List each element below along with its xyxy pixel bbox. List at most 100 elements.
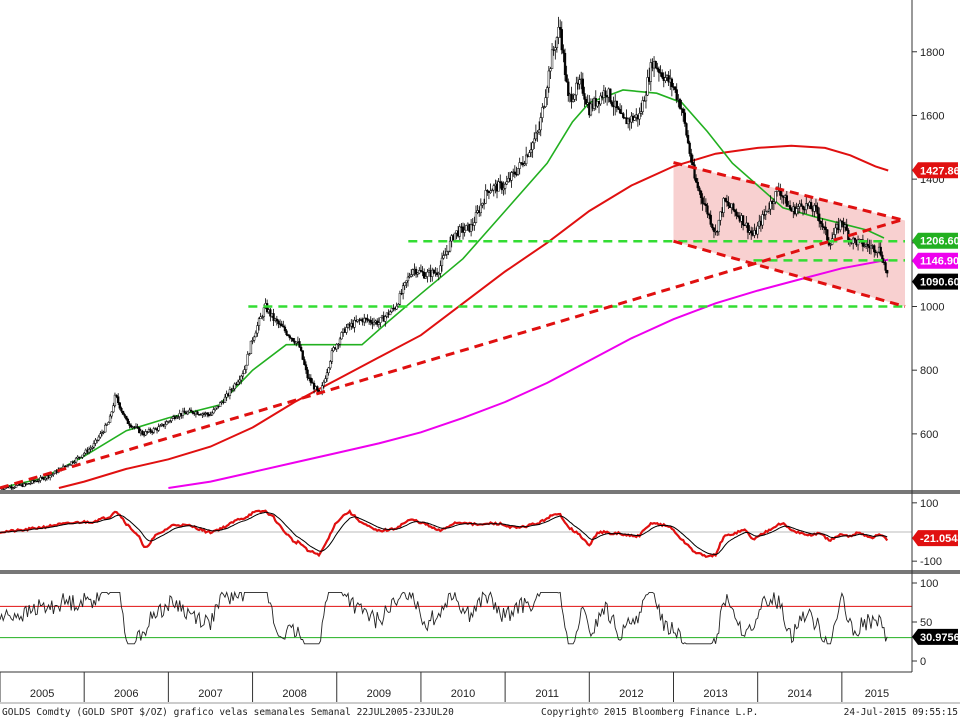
price-candle — [66, 465, 70, 467]
price-candle — [149, 429, 152, 433]
price-candle — [87, 449, 91, 453]
price-candle — [316, 386, 319, 391]
x-tick-label: 2006 — [114, 688, 138, 700]
price-candle — [23, 483, 26, 487]
price-candle — [282, 325, 285, 328]
price-candle — [165, 421, 168, 425]
price-candle — [699, 190, 703, 198]
price-candle — [418, 270, 421, 274]
price-candle — [152, 428, 155, 433]
price-candle — [256, 325, 259, 334]
price-candle — [473, 222, 476, 226]
price-candle — [189, 409, 193, 412]
price-candle — [228, 389, 232, 396]
price-candle — [219, 402, 222, 407]
price-candle — [829, 244, 832, 246]
price-candle — [49, 475, 52, 479]
price-candle — [390, 307, 393, 313]
price-candle — [214, 407, 217, 410]
price-candle — [533, 138, 536, 144]
price-candle — [176, 416, 180, 418]
price-candle — [241, 373, 244, 377]
price-candle — [764, 211, 767, 215]
price-candle — [414, 268, 418, 275]
channel-fill-group — [673, 162, 905, 307]
price-candle — [763, 214, 766, 216]
price-candle — [442, 255, 445, 259]
y-tick-label: 1000 — [920, 302, 944, 314]
price-candle — [573, 94, 576, 100]
price-candle — [431, 269, 434, 277]
y-tick-label: 1800 — [920, 47, 944, 59]
price-candle — [571, 99, 575, 102]
price-candle — [29, 482, 32, 485]
price-candle — [401, 285, 405, 294]
price-candle — [191, 410, 194, 414]
price-candle — [419, 270, 423, 272]
price-candle — [13, 486, 16, 489]
price-candle — [251, 339, 254, 342]
price-candle — [112, 405, 115, 413]
price-candle — [688, 142, 691, 154]
price-candle — [834, 227, 837, 235]
price-candle — [283, 326, 287, 332]
price-candle — [800, 203, 803, 207]
price-candle — [675, 89, 678, 101]
price-candle — [183, 410, 186, 414]
price-candle — [272, 313, 275, 321]
price-candle — [128, 423, 131, 426]
price-candle — [505, 181, 508, 185]
price-candle — [884, 262, 887, 271]
price-candle — [15, 485, 18, 488]
price-candle — [673, 86, 677, 90]
price-candle — [400, 293, 403, 295]
price-candle — [244, 364, 248, 370]
price-candle — [94, 439, 97, 444]
price-candle — [440, 257, 444, 267]
price-candle — [813, 205, 816, 212]
value-tag: 1427.86 — [920, 165, 960, 177]
price-candle — [482, 202, 486, 205]
price-candle — [243, 369, 246, 374]
price-candle — [379, 317, 382, 323]
price-candle — [516, 168, 520, 175]
price-candle — [138, 427, 141, 434]
price-candle — [301, 350, 304, 360]
price-candle — [528, 152, 531, 157]
price-candle — [861, 239, 865, 247]
price-candle — [554, 47, 557, 51]
price-candle — [633, 117, 636, 121]
price-candle — [44, 477, 47, 480]
price-candle — [89, 448, 92, 450]
price-candle — [717, 219, 720, 232]
price-candle — [541, 107, 544, 118]
price-candle — [389, 311, 392, 316]
value-tag-bg — [912, 252, 958, 269]
price-candle — [231, 388, 235, 391]
price-candle — [824, 226, 827, 230]
price-candle — [502, 188, 505, 191]
price-candle — [693, 164, 696, 179]
price-candle — [796, 206, 800, 209]
price-candle — [432, 269, 436, 274]
price-candle — [104, 424, 107, 433]
price-candle — [426, 271, 429, 277]
price-candle — [704, 203, 708, 206]
price-candle — [701, 197, 704, 204]
price-candle — [737, 215, 740, 218]
panel-separator — [0, 570, 960, 574]
price-candle — [785, 195, 788, 207]
price-candle — [575, 82, 578, 96]
price-candle — [661, 72, 664, 78]
price-candle — [646, 77, 649, 96]
price-candle — [209, 414, 212, 417]
price-candle — [774, 191, 777, 203]
price-candle — [670, 78, 674, 87]
price-candle — [159, 425, 162, 428]
footer-copyright: Copyright© 2015 Bloomberg Finance L.P. — [541, 707, 758, 718]
price-candle — [709, 214, 712, 225]
price-candle — [795, 208, 798, 215]
price-candle — [563, 52, 567, 75]
price-candle — [437, 273, 440, 275]
price-candle — [465, 225, 468, 231]
